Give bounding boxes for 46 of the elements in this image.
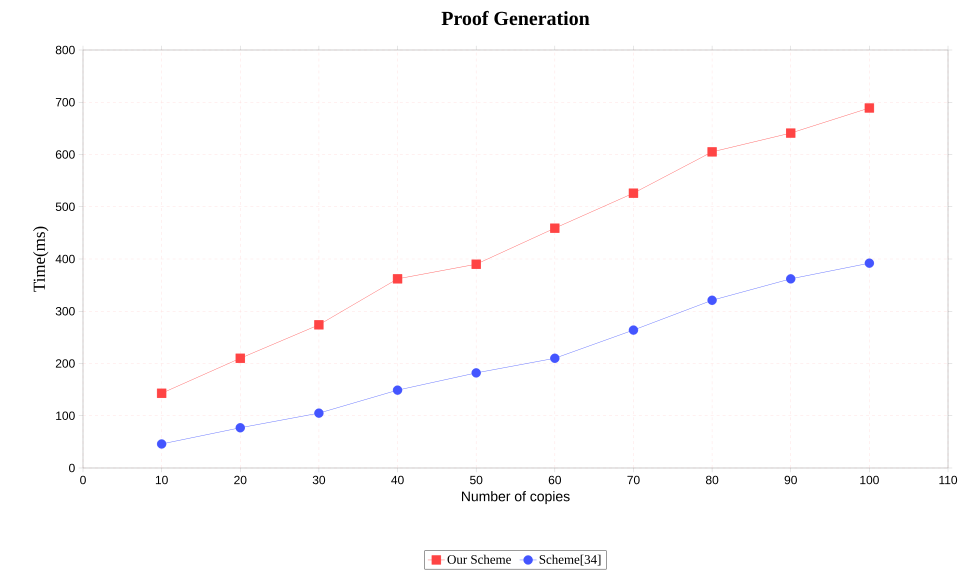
- x-tick-label: 20: [234, 476, 246, 484]
- y-tick-label: 500: [56, 202, 75, 211]
- point: [864, 258, 874, 268]
- y-tick-label: 600: [56, 150, 75, 159]
- point: [156, 439, 166, 449]
- x-tick-label: 40: [391, 476, 404, 484]
- y-tick-label: 200: [56, 359, 75, 368]
- x-tick-label: 0: [80, 476, 86, 484]
- point: [786, 128, 796, 138]
- point: [786, 274, 796, 284]
- point: [314, 320, 324, 330]
- y-tick-label: 100: [56, 412, 75, 420]
- point: [550, 223, 560, 233]
- point: [707, 147, 717, 157]
- y-tick-label: 400: [56, 254, 75, 264]
- point: [236, 354, 245, 363]
- point: [550, 354, 560, 363]
- y-tick-label: 0: [69, 464, 75, 472]
- point: [236, 423, 245, 432]
- x-axis-title: Number of copies: [462, 491, 570, 504]
- point: [628, 188, 638, 198]
- y-tick-label: 300: [56, 307, 75, 316]
- x-tick-label: 60: [548, 476, 562, 484]
- point: [628, 325, 638, 335]
- point: [707, 296, 717, 305]
- point: [156, 388, 166, 398]
- point: [471, 368, 481, 378]
- x-tick-label: 100: [860, 476, 879, 484]
- point: [471, 260, 481, 269]
- y-axis-title: Time(ms): [33, 226, 48, 292]
- chart-title: Proof Generation: [442, 10, 590, 26]
- x-tick-label: 70: [627, 476, 640, 484]
- x-tick-label: 10: [156, 476, 168, 484]
- point: [392, 385, 402, 395]
- x-tick-label: 50: [470, 476, 482, 484]
- x-tick-label: 110: [939, 476, 958, 484]
- legend-label: Scheme[34]: [540, 554, 600, 566]
- x-tick-label: 80: [706, 476, 718, 484]
- point: [864, 103, 874, 113]
- point: [392, 274, 402, 284]
- x-tick-label: 30: [312, 476, 326, 484]
- x-tick-label: 90: [784, 476, 797, 484]
- legend-label: Our Scheme: [448, 554, 511, 564]
- y-tick-label: 800: [56, 46, 75, 54]
- point: [314, 408, 324, 418]
- y-tick-label: 700: [56, 98, 75, 106]
